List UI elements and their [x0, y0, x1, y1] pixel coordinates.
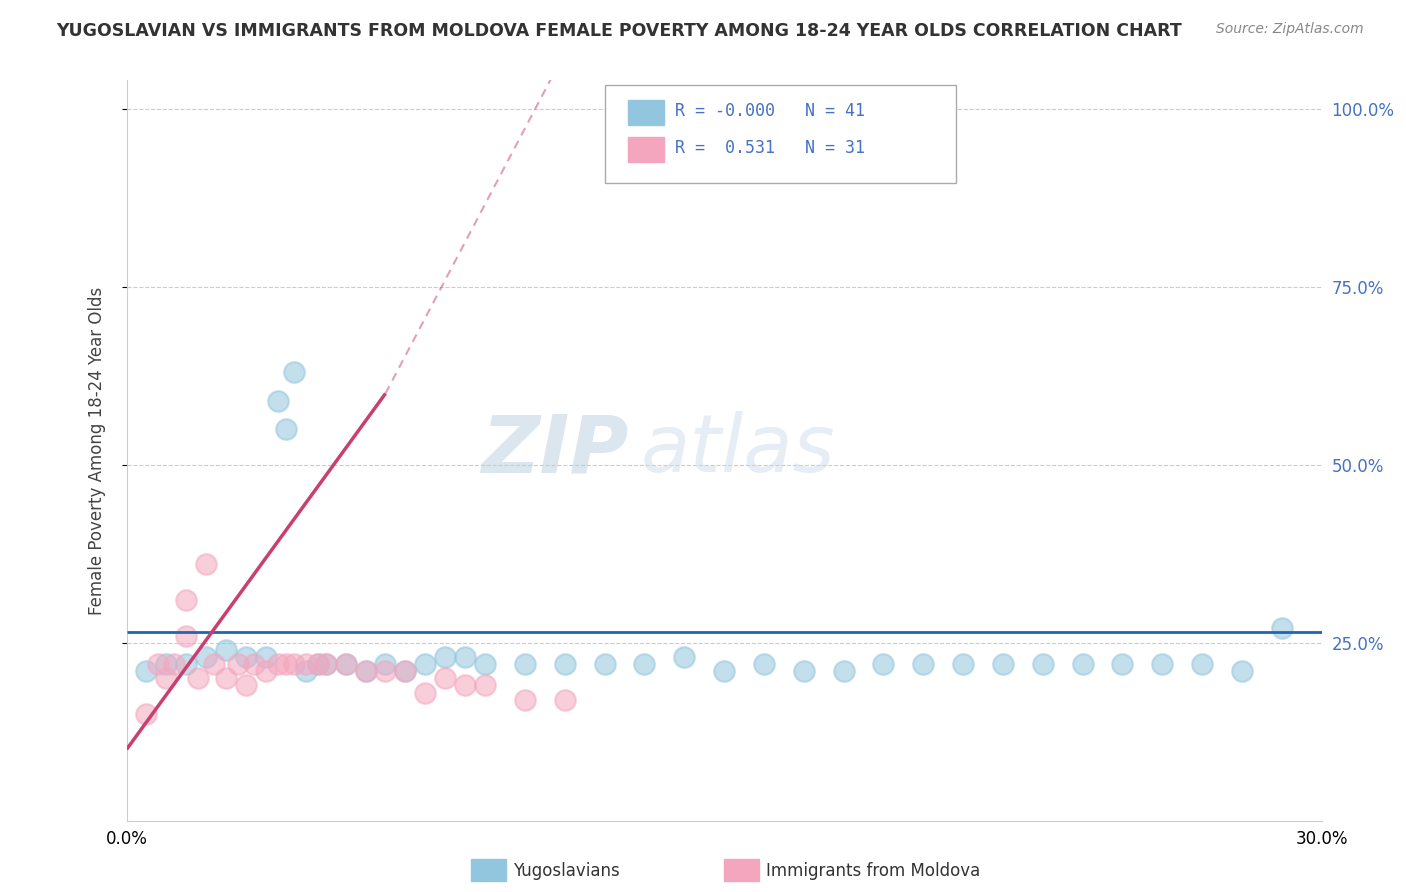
Point	[174, 593, 197, 607]
Point	[155, 657, 177, 671]
Point	[374, 664, 396, 678]
Point	[254, 649, 277, 664]
Point	[195, 558, 218, 572]
Point	[832, 664, 855, 678]
Point	[752, 657, 775, 671]
Point	[307, 657, 329, 671]
Point	[283, 365, 305, 379]
Point	[454, 678, 477, 692]
Point	[1230, 664, 1253, 678]
Point	[155, 671, 177, 685]
Point	[235, 649, 257, 664]
Point	[335, 657, 357, 671]
Point	[434, 671, 457, 685]
Point	[1111, 657, 1133, 671]
Point	[673, 649, 696, 664]
Point	[215, 671, 238, 685]
Point	[673, 152, 696, 166]
Point	[1191, 657, 1213, 671]
Point	[374, 657, 396, 671]
Point	[174, 628, 197, 642]
Point	[633, 657, 655, 671]
Point	[335, 657, 357, 671]
Point	[991, 657, 1014, 671]
Point	[163, 657, 186, 671]
Point	[226, 657, 249, 671]
Y-axis label: Female Poverty Among 18-24 Year Olds: Female Poverty Among 18-24 Year Olds	[87, 286, 105, 615]
Point	[413, 685, 436, 699]
Point	[354, 664, 377, 678]
Point	[215, 642, 238, 657]
Text: YUGOSLAVIAN VS IMMIGRANTS FROM MOLDOVA FEMALE POVERTY AMONG 18-24 YEAR OLDS CORR: YUGOSLAVIAN VS IMMIGRANTS FROM MOLDOVA F…	[56, 22, 1182, 40]
Point	[513, 657, 536, 671]
Point	[434, 649, 457, 664]
Point	[1271, 622, 1294, 636]
Point	[274, 657, 297, 671]
Point	[195, 649, 218, 664]
Point	[513, 692, 536, 706]
Point	[174, 657, 197, 671]
Text: R = -0.000   N = 41: R = -0.000 N = 41	[675, 102, 865, 120]
Point	[315, 657, 337, 671]
Point	[912, 657, 935, 671]
Point	[267, 657, 290, 671]
Point	[952, 657, 974, 671]
Point	[135, 664, 157, 678]
Point	[713, 664, 735, 678]
Point	[235, 678, 257, 692]
Point	[294, 657, 316, 671]
Point	[394, 664, 416, 678]
Point	[135, 706, 157, 721]
Point	[554, 692, 576, 706]
Point	[274, 422, 297, 436]
Point	[454, 649, 477, 664]
Point	[307, 657, 329, 671]
Point	[394, 664, 416, 678]
Point	[413, 657, 436, 671]
Point	[554, 657, 576, 671]
Text: Source: ZipAtlas.com: Source: ZipAtlas.com	[1216, 22, 1364, 37]
Point	[593, 657, 616, 671]
Text: R =  0.531   N = 31: R = 0.531 N = 31	[675, 139, 865, 157]
Point	[793, 664, 815, 678]
Point	[1152, 657, 1174, 671]
Text: ZIP: ZIP	[481, 411, 628, 490]
Point	[254, 664, 277, 678]
Point	[283, 657, 305, 671]
Point	[872, 657, 894, 671]
Text: Immigrants from Moldova: Immigrants from Moldova	[766, 862, 980, 880]
Point	[187, 671, 209, 685]
Point	[474, 657, 496, 671]
Point	[1032, 657, 1054, 671]
Text: Yugoslavians: Yugoslavians	[513, 862, 620, 880]
Point	[1071, 657, 1094, 671]
Point	[354, 664, 377, 678]
Point	[315, 657, 337, 671]
Point	[243, 657, 266, 671]
Text: atlas: atlas	[640, 411, 835, 490]
Point	[294, 664, 316, 678]
Point	[474, 678, 496, 692]
Point	[148, 657, 170, 671]
Point	[267, 393, 290, 408]
Point	[202, 657, 225, 671]
